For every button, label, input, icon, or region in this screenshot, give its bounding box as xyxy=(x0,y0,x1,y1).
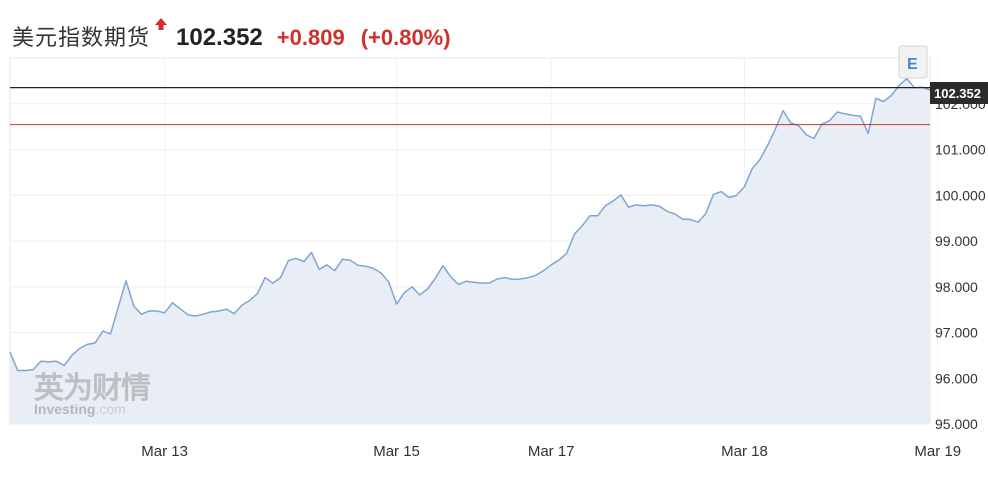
y-tick-label: 95.000 xyxy=(935,416,978,432)
price-line[interactable] xyxy=(9,77,931,372)
event-marker[interactable]: E xyxy=(898,45,928,79)
y-tick-label: 96.000 xyxy=(935,370,978,386)
y-axis: 95.000 96.000 97.000 98.000 99.000 100.000 101… xyxy=(935,96,986,432)
current-price-label: 102.352 xyxy=(934,86,981,101)
price-change: +0.809 xyxy=(276,25,345,50)
price-area xyxy=(10,78,930,424)
instrument-title: 美元指数期货 xyxy=(12,26,151,51)
x-axis: Mar 13 Mar 15 Mar 17 Mar 18 Mar 19 xyxy=(141,443,961,460)
x-tick-label: Mar 17 xyxy=(528,443,575,460)
watermark-cn: 英为财情 xyxy=(34,371,151,406)
watermark-en: Investing.com xyxy=(34,401,126,417)
up-arrow-icon xyxy=(155,18,168,30)
current-price-badge: 102.352 xyxy=(930,82,988,104)
watermark-en-suffix: .com xyxy=(95,401,125,417)
last-price: 102.352 xyxy=(176,24,263,51)
y-tick-label: 97.000 xyxy=(935,325,978,341)
quote-header: 美元指数期货 102.352 +0.809 (+0.80%) xyxy=(12,18,451,56)
x-tick-label: Mar 15 xyxy=(373,443,420,460)
x-tick-label: Mar 19 xyxy=(914,443,961,460)
watermark-en-main: Investing xyxy=(34,401,95,417)
price-change-percent: (+0.80%) xyxy=(360,25,451,50)
y-tick-label: 100.000 xyxy=(935,187,986,203)
event-marker-label: E xyxy=(907,56,918,73)
x-tick-label: Mar 18 xyxy=(721,443,768,460)
y-tick-label: 101.000 xyxy=(935,142,986,158)
watermark: 英为财情 Investing.com xyxy=(34,371,152,417)
y-tick-label: 98.000 xyxy=(935,279,978,295)
x-tick-label: Mar 13 xyxy=(141,443,188,460)
y-tick-label: 99.000 xyxy=(935,233,978,249)
